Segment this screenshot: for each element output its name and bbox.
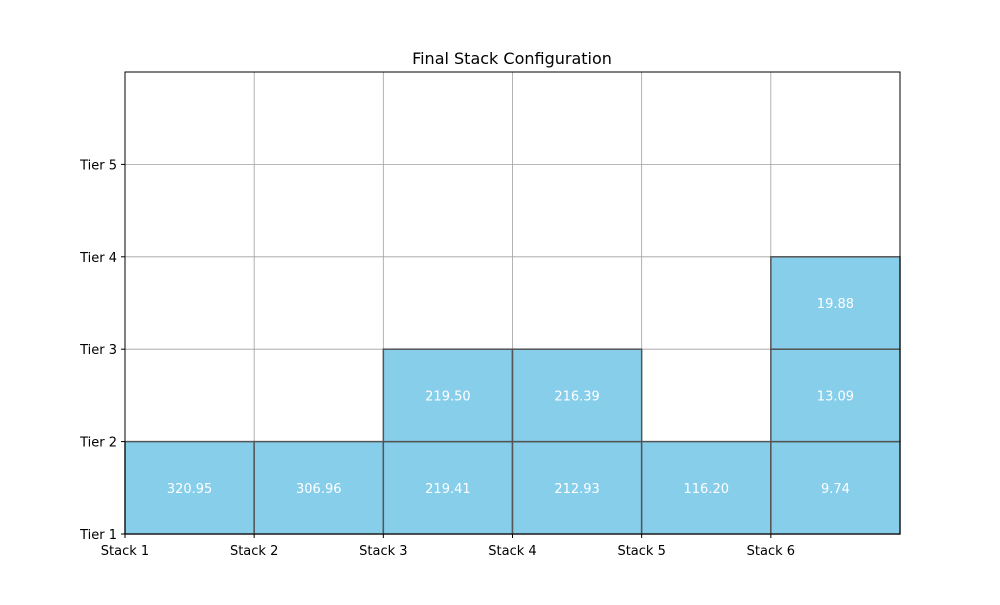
- container-block: [770, 256, 901, 350]
- container-label: 212.93: [554, 482, 600, 497]
- blocks-layer: 320.95 306.96 219.41 219.50 212.93 216.39 116.…: [124, 256, 901, 535]
- y-tick-label: Tier 2: [79, 436, 117, 451]
- container-block: [770, 348, 901, 443]
- container-label: 320.95: [167, 482, 213, 497]
- x-tick-label: Stack 5: [617, 544, 665, 559]
- container-label: 216.39: [554, 389, 600, 404]
- container-block: [253, 440, 385, 535]
- ticks-layer: Stack 1 Stack 2 Stack 3 Stack 4 Stack 5 Stack…: [79, 158, 795, 559]
- chart-title: Final Stack Configuration: [412, 49, 612, 68]
- x-tick-label: Stack 3: [359, 544, 407, 559]
- container-label: 219.41: [425, 482, 471, 497]
- y-tick-label: Tier 5: [79, 158, 117, 173]
- container-label: 19.88: [817, 297, 854, 312]
- x-tick-label: Stack 6: [747, 544, 795, 559]
- container-label: 306.96: [296, 482, 342, 497]
- container-block: [640, 440, 772, 535]
- y-tick-label: Tier 3: [79, 343, 117, 358]
- y-tick-label: Tier 4: [79, 251, 117, 266]
- container-block: [511, 348, 643, 443]
- x-tick-label: Stack 2: [230, 544, 278, 559]
- container-label: 13.09: [817, 389, 854, 404]
- x-tick-label: Stack 4: [488, 544, 536, 559]
- y-tick-label: Tier 1: [79, 528, 117, 543]
- container-block: [770, 440, 901, 535]
- container-label: 116.20: [684, 482, 730, 497]
- container-label: 9.74: [821, 482, 850, 497]
- container-block: [382, 348, 514, 443]
- container-label: 219.50: [425, 389, 471, 404]
- container-block: [124, 440, 255, 535]
- x-tick-label: Stack 1: [101, 544, 149, 559]
